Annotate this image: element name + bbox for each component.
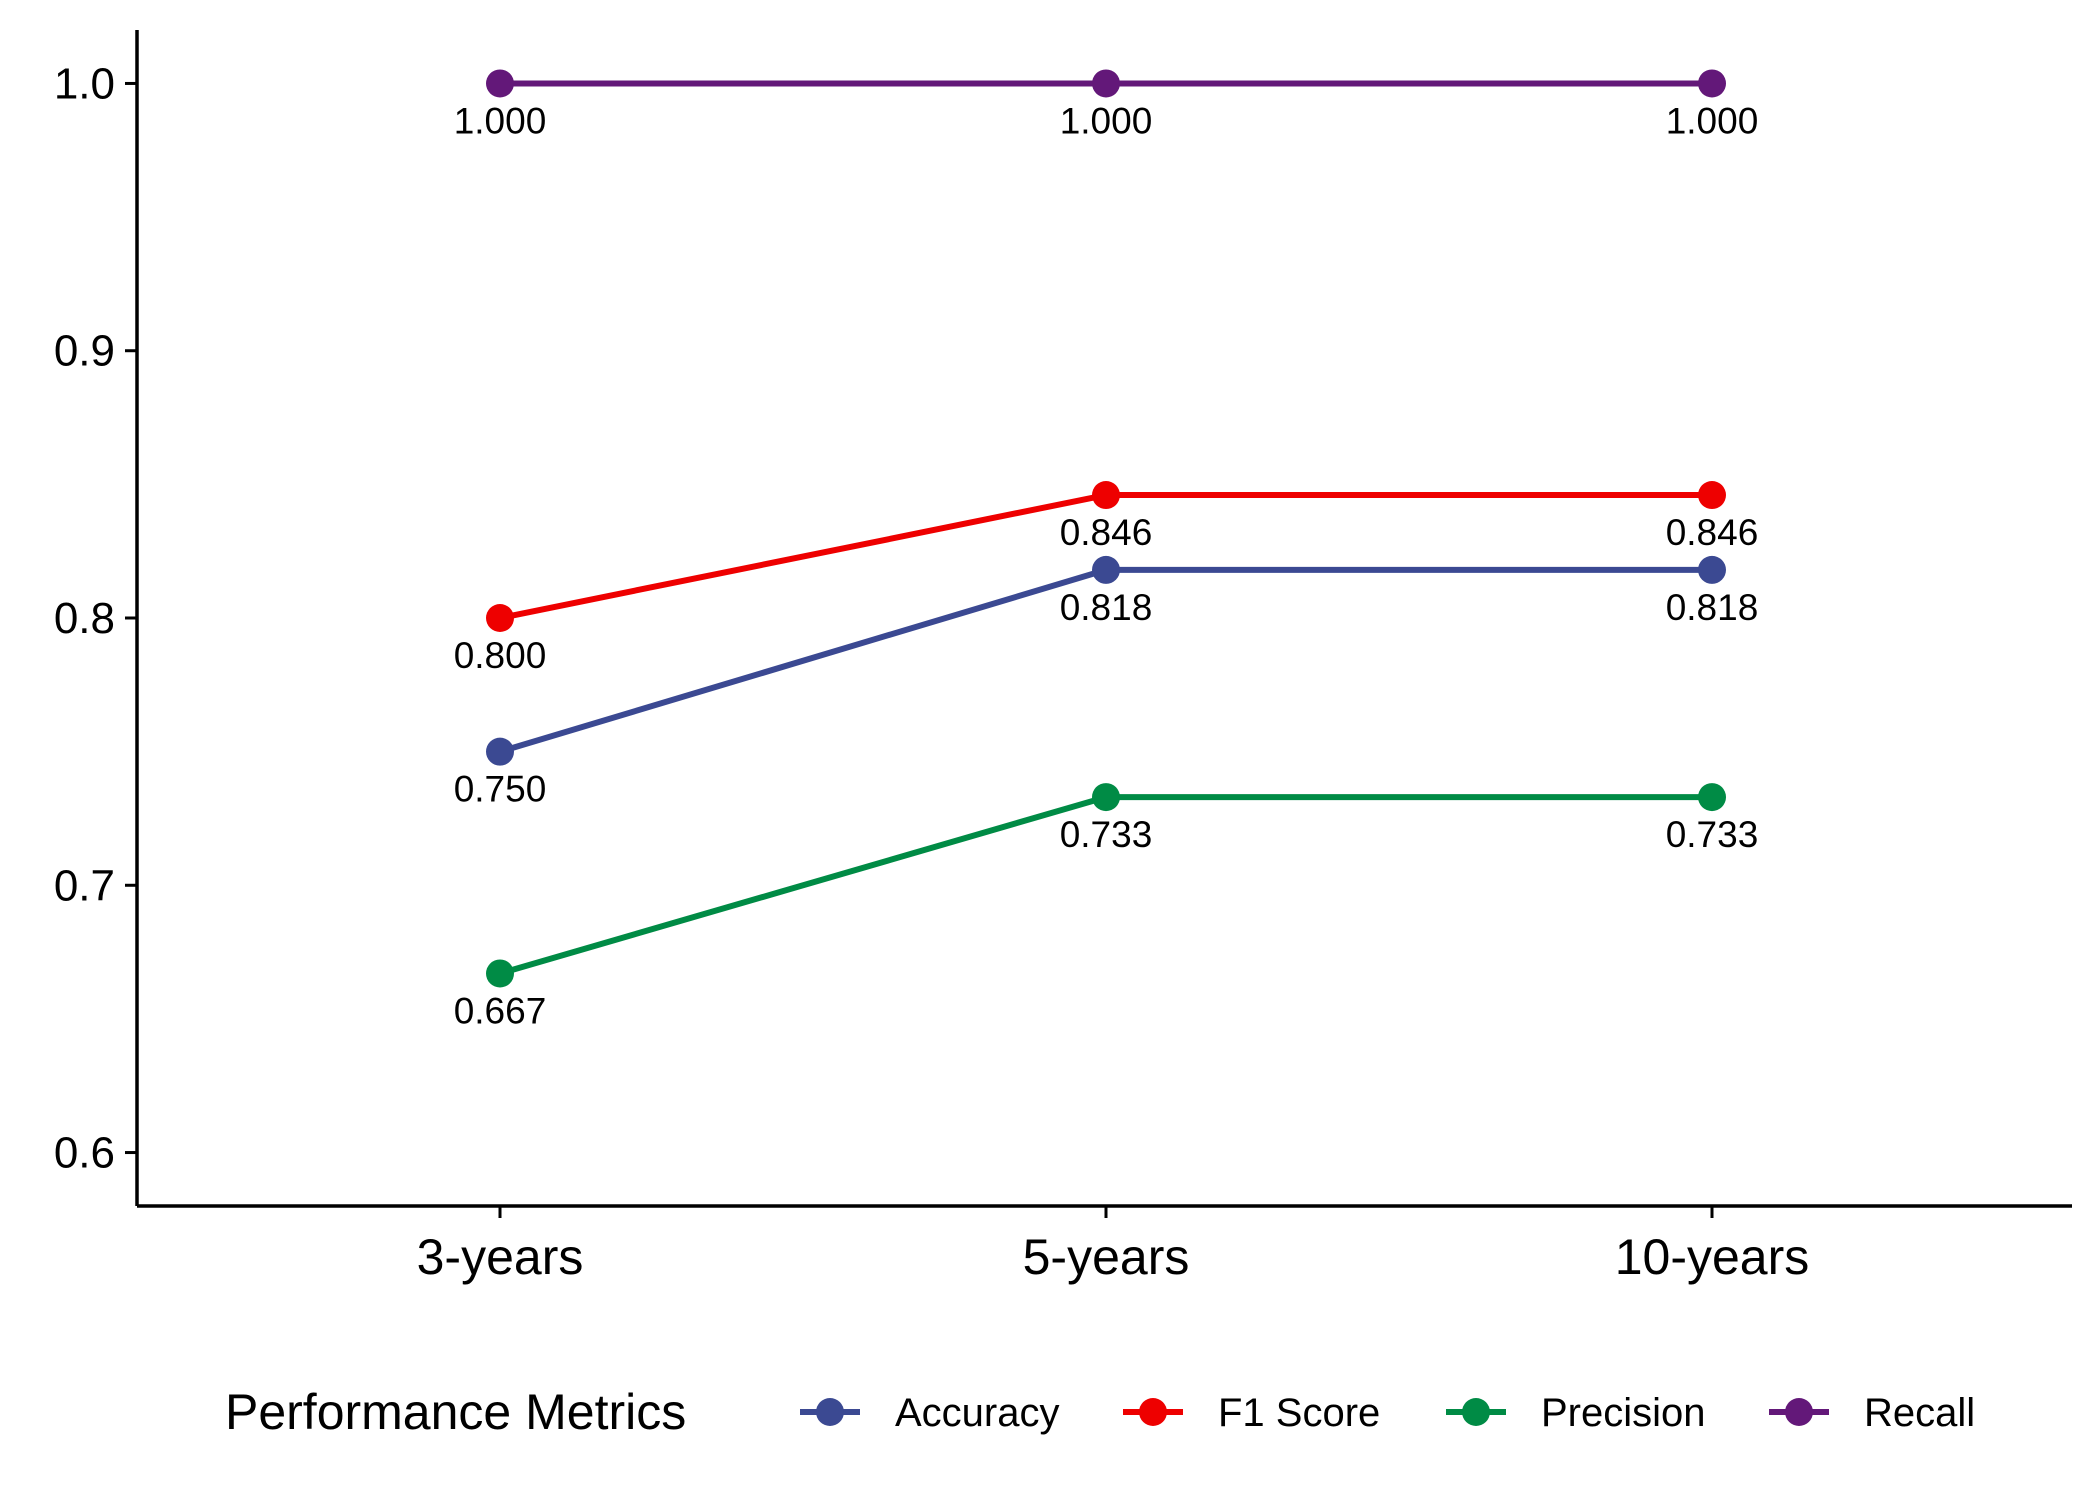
legend-label-precision: Precision: [1541, 1391, 1706, 1435]
data-label-accuracy: 0.818: [1666, 587, 1759, 628]
data-label-f1-score: 0.800: [454, 635, 547, 676]
legend: Performance Metrics Accuracy F1 Score Preci…: [225, 1384, 1975, 1440]
data-point-accuracy: [1698, 555, 1726, 584]
legend-key-point-f1-score: [1139, 1398, 1167, 1426]
y-tick-label: 0.6: [54, 1129, 115, 1178]
data-label-accuracy: 0.750: [454, 769, 547, 810]
data-label-recall: 1.000: [1666, 100, 1759, 141]
data-point-f1-score: [1698, 481, 1726, 510]
data-label-precision: 0.733: [1060, 814, 1153, 855]
x-tick-label: 3-years: [417, 1229, 584, 1285]
data-point-precision: [1698, 783, 1726, 812]
series-layer: [486, 69, 1726, 988]
y-tick-label: 0.7: [54, 861, 115, 910]
data-point-recall: [1092, 69, 1120, 98]
legend-key-point-precision: [1462, 1398, 1490, 1426]
data-point-accuracy: [1092, 555, 1120, 584]
legend-key-point-accuracy: [816, 1398, 844, 1426]
y-tick-label: 0.8: [54, 594, 115, 643]
legend-label-accuracy: Accuracy: [895, 1391, 1060, 1435]
data-point-f1-score: [1092, 481, 1120, 510]
data-label-precision: 0.733: [1666, 814, 1759, 855]
data-point-precision: [1092, 783, 1120, 812]
legend-key-point-recall: [1785, 1398, 1813, 1426]
data-label-f1-score: 0.846: [1666, 512, 1759, 553]
legend-title: Performance Metrics: [225, 1384, 686, 1440]
data-label-recall: 1.000: [1060, 100, 1153, 141]
data-point-precision: [486, 959, 514, 988]
legend-label-recall: Recall: [1864, 1391, 1975, 1435]
data-label-recall: 1.000: [454, 100, 547, 141]
data-point-recall: [1698, 69, 1726, 98]
x-tick-label: 10-years: [1615, 1229, 1810, 1285]
data-point-recall: [486, 69, 514, 98]
data-label-f1-score: 0.846: [1060, 512, 1153, 553]
data-labels: 0.750 0.818 0.818 0.800 0.846 0.846 0.667 0.733…: [454, 100, 1759, 1031]
data-point-accuracy: [486, 737, 514, 766]
data-point-f1-score: [486, 604, 514, 632]
legend-label-f1-score: F1 Score: [1218, 1391, 1380, 1435]
data-label-accuracy: 0.818: [1060, 587, 1153, 628]
axes: 0.6 0.7 0.8 0.9 1.0 3-years 5-years 10-years: [54, 30, 2072, 1285]
y-tick-label: 1.0: [54, 59, 115, 108]
y-tick-label: 0.9: [54, 327, 115, 376]
data-label-precision: 0.667: [454, 990, 547, 1031]
x-tick-label: 5-years: [1023, 1229, 1190, 1285]
